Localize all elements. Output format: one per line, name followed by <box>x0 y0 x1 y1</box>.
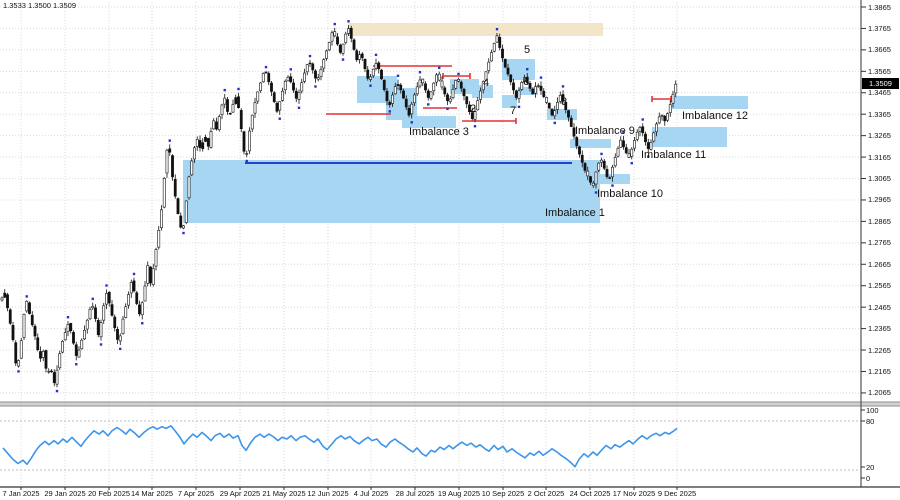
price-axis-label: 1.2365 <box>868 324 891 334</box>
date-axis-label: 14 Mar 2025 <box>130 489 174 498</box>
date-axis-label: 29 Apr 2025 <box>219 489 261 498</box>
supply-zone[interactable] <box>348 23 603 36</box>
price-axis-label: 1.3265 <box>868 131 891 141</box>
imbalance-zone-imb2[interactable] <box>450 79 479 94</box>
imbalance-zone-imb9[interactable] <box>570 139 611 148</box>
imbalance-label-imb12[interactable]: Imbalance 12 <box>682 110 749 122</box>
price-axis-label: 1.2265 <box>868 345 891 355</box>
date-axis-label: 9 Dec 2025 <box>657 489 697 498</box>
current-price-tag[interactable]: 1.3509 <box>862 78 899 89</box>
date-axis-label: 4 Jul 2025 <box>353 489 389 498</box>
imbalance-label-imb2[interactable]: 2 <box>470 103 477 115</box>
imbalance-zone-imb10[interactable] <box>599 174 630 184</box>
imbalance-label-imb7[interactable]: 7 <box>510 105 517 117</box>
indicator-line <box>2 425 678 468</box>
imbalance-label-imb1[interactable]: Imbalance 1 <box>545 207 605 219</box>
imbalance-label-imb3[interactable]: Imbalance 3 <box>409 126 469 138</box>
imbalance-label-imb8[interactable]: 8 <box>561 96 568 108</box>
indicator-axis-label: 100 <box>866 406 879 415</box>
price-axis-label: 1.2865 <box>868 216 891 226</box>
price-axis-label: 1.2965 <box>868 195 891 205</box>
indicator-axis-label: 20 <box>866 463 875 472</box>
date-axis-label: 2 Oct 2025 <box>527 489 565 498</box>
price-axis-label: 1.3765 <box>868 23 891 33</box>
ohlc-quote: 1.3533 1.3500 1.3509 <box>3 1 76 10</box>
price-axis-label: 1.3665 <box>868 45 891 55</box>
imbalance-label-imb9[interactable]: Imbalance 9 <box>575 125 635 137</box>
candles <box>0 25 678 388</box>
price-axis-label: 1.2465 <box>868 302 891 312</box>
imbalance-label-imb5[interactable]: 5 <box>524 44 531 56</box>
price-axis-label: 1.3865 <box>868 2 891 12</box>
price-axis-label: 1.3165 <box>868 152 891 162</box>
panel-separator[interactable] <box>0 402 900 406</box>
imbalance-zone-imb8[interactable] <box>547 109 577 120</box>
date-axis-label: 28 Jul 2025 <box>395 489 435 498</box>
fractal-dots <box>17 20 650 393</box>
date-axis-label: 19 Aug 2025 <box>437 489 481 498</box>
imbalance-zone-imb7[interactable] <box>502 95 517 108</box>
imbalance-label-imb10[interactable]: Imbalance 10 <box>597 188 664 200</box>
date-axis-label: 17 Nov 2025 <box>612 489 656 498</box>
price-axis-label: 1.3065 <box>868 174 891 184</box>
price-axis-label: 1.2065 <box>868 388 891 398</box>
imbalance-zone-imb12[interactable] <box>672 96 748 109</box>
imbalance-label-imb4[interactable]: 4 <box>483 77 490 89</box>
price-axis-label: 1.3465 <box>868 88 891 98</box>
imbalance-label-imb11[interactable]: Imbalance 11 <box>641 149 707 161</box>
price-axis-label: 1.3565 <box>868 66 891 76</box>
imbalance-zone-imb11[interactable] <box>652 127 727 147</box>
price-axis-label: 1.2565 <box>868 281 891 291</box>
imbalance-label-imb6[interactable]: 6 <box>523 76 530 88</box>
date-axis-label: 20 Feb 2025 <box>87 489 131 498</box>
date-axis-label: 10 Sep 2025 <box>481 489 525 498</box>
price-axis-label: 1.2165 <box>868 366 891 376</box>
indicator-axis-label: 80 <box>866 417 875 426</box>
price-axis-label: 1.3365 <box>868 109 891 119</box>
date-axis-label: 29 Jan 2025 <box>44 489 86 498</box>
price-axis-label: 1.2765 <box>868 238 891 248</box>
date-axis-label: 7 Jan 2025 <box>2 489 40 498</box>
date-axis-label: 21 May 2025 <box>262 489 306 498</box>
imbalance-zone-imb1[interactable] <box>183 160 600 223</box>
date-axis-label: 12 Jun 2025 <box>307 489 349 498</box>
imbalance-zone-imb6[interactable] <box>518 87 538 95</box>
imbalance-zone-imb4[interactable] <box>472 85 493 98</box>
indicator-axis-label: 0 <box>866 474 871 483</box>
date-axis-label: 24 Oct 2025 <box>569 489 611 498</box>
date-axis-label: 7 Apr 2025 <box>177 489 215 498</box>
price-axis-label: 1.2665 <box>868 259 891 269</box>
